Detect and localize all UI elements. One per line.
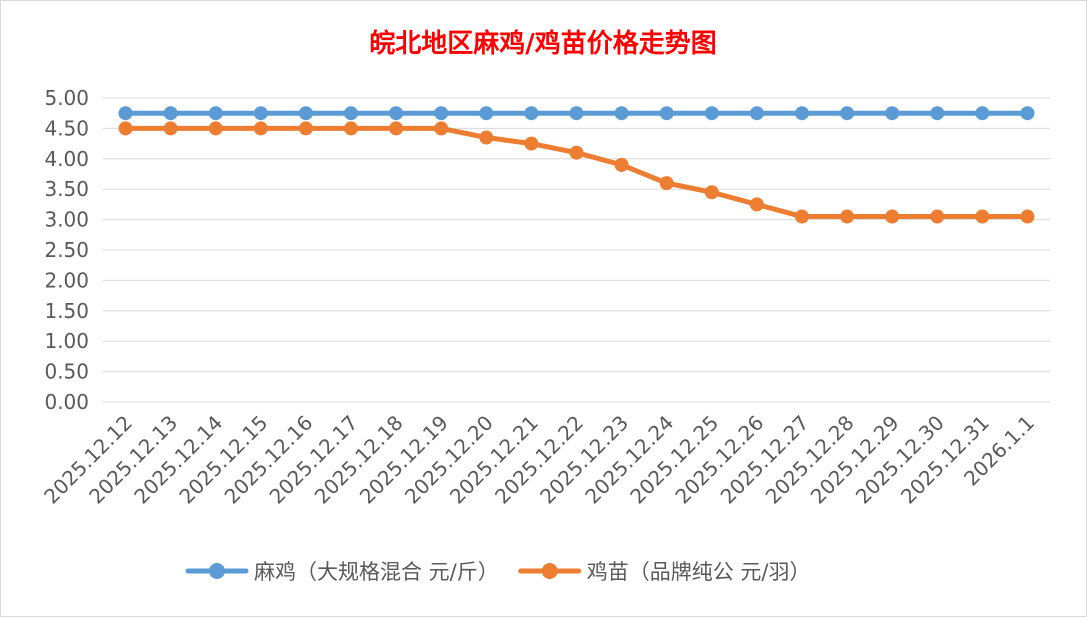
y-tick-label: 0.50 xyxy=(44,360,89,384)
data-point xyxy=(253,106,268,121)
data-point xyxy=(163,106,178,121)
data-point xyxy=(840,209,855,224)
data-point xyxy=(298,106,313,121)
data-point xyxy=(434,106,449,121)
y-tick-label: 3.00 xyxy=(44,208,89,232)
data-point xyxy=(930,209,945,224)
data-point xyxy=(1020,209,1035,224)
legend: 麻鸡（大规格混合 元/斤） 鸡苗（品牌纯公 元/羽） xyxy=(185,560,811,584)
y-tick-label: 1.50 xyxy=(44,299,89,323)
series-2 xyxy=(118,121,1035,224)
data-point xyxy=(975,106,990,121)
legend-swatch-marker xyxy=(541,563,558,579)
data-point xyxy=(614,106,629,121)
data-point xyxy=(434,121,449,136)
data-point xyxy=(704,106,719,121)
data-point xyxy=(569,145,584,160)
y-axis-ticks: 0.00 0.50 1.00 1.50 2.00 2.50 3.00 3.50 4.00 4.50… xyxy=(44,86,89,414)
data-point xyxy=(479,106,494,121)
data-point xyxy=(659,176,674,191)
chart-title: 皖北地区麻鸡/鸡苗价格走势图 xyxy=(369,28,717,59)
data-point xyxy=(704,185,719,200)
y-tick-label: 4.50 xyxy=(44,116,89,140)
y-tick-label: 2.50 xyxy=(44,238,89,262)
data-point xyxy=(885,209,900,224)
y-tick-label: 3.50 xyxy=(44,177,89,201)
data-point xyxy=(975,209,990,224)
legend-label: 鸡苗（品牌纯公 元/羽） xyxy=(587,560,811,584)
legend-label: 麻鸡（大规格混合 元/斤） xyxy=(254,560,499,584)
data-point xyxy=(840,106,855,121)
y-tick-label: 5.00 xyxy=(44,86,89,110)
data-point xyxy=(749,197,764,212)
data-point xyxy=(389,121,404,136)
data-point xyxy=(794,209,809,224)
data-point xyxy=(524,136,539,151)
y-tick-label: 2.00 xyxy=(44,268,89,292)
data-point xyxy=(524,106,539,121)
series-1 xyxy=(118,106,1035,121)
data-point xyxy=(253,121,268,136)
data-point xyxy=(163,121,178,136)
data-point xyxy=(344,121,359,136)
data-point xyxy=(118,121,133,136)
y-tick-label: 0.00 xyxy=(44,390,89,414)
data-point xyxy=(794,106,809,121)
data-point xyxy=(659,106,674,121)
data-point xyxy=(389,106,404,121)
legend-swatch-marker xyxy=(209,563,225,579)
data-point xyxy=(614,157,629,172)
series-lines xyxy=(118,106,1035,224)
legend-item-1: 麻鸡（大规格混合 元/斤） xyxy=(185,560,499,584)
legend-item-2: 鸡苗（品牌纯公 元/羽） xyxy=(518,560,811,584)
data-point xyxy=(749,106,764,121)
data-point xyxy=(298,121,313,136)
data-point xyxy=(118,106,133,121)
data-point xyxy=(885,106,900,121)
data-point xyxy=(479,130,494,145)
data-point xyxy=(569,106,584,121)
data-point xyxy=(930,106,945,121)
y-tick-label: 4.00 xyxy=(44,147,89,171)
data-point xyxy=(344,106,359,121)
data-point xyxy=(1020,106,1035,121)
y-tick-label: 1.00 xyxy=(44,329,89,353)
data-point xyxy=(208,121,223,136)
data-point xyxy=(208,106,223,121)
